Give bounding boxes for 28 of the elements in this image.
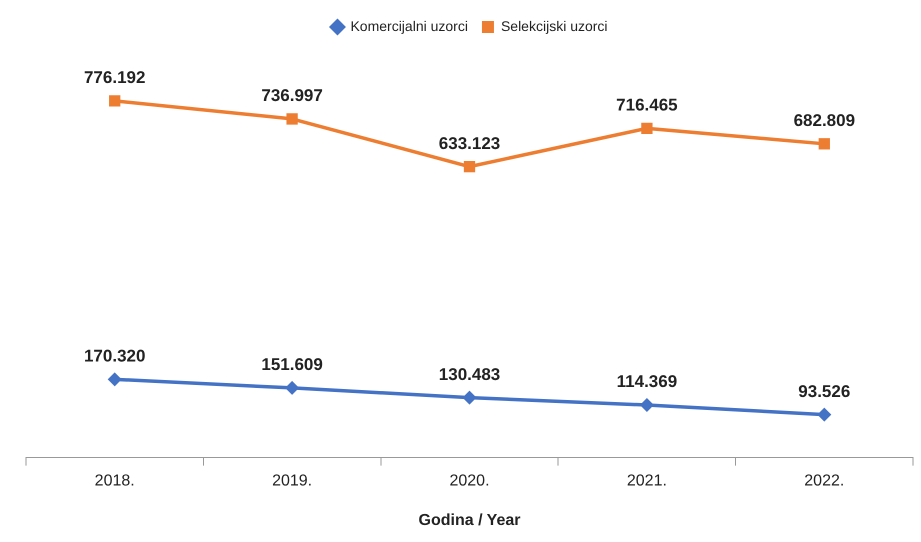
data-label: 170.320 (84, 346, 146, 366)
data-label: 682.809 (794, 111, 856, 130)
point (108, 372, 122, 386)
x-tick-label: 2019. (272, 472, 312, 490)
point (285, 380, 300, 395)
data-label: 776.192 (84, 68, 146, 88)
data-label: 130.483 (438, 364, 500, 384)
point (462, 390, 476, 405)
x-axis-title: Godina / Year (418, 512, 520, 529)
data-label: 736.997 (261, 86, 323, 106)
point (818, 138, 830, 150)
point (286, 113, 298, 125)
data-label: 151.609 (261, 355, 323, 374)
data-label: 716.465 (616, 96, 678, 115)
point (464, 160, 476, 172)
x-tick-label: 2018. (94, 472, 135, 490)
point (641, 122, 653, 134)
point (817, 408, 832, 422)
x-tick-label: 2020. (449, 472, 490, 490)
point (640, 398, 654, 412)
data-label: 633.123 (438, 134, 500, 153)
x-tick-label: 2022. (804, 472, 844, 490)
x-tick-label: 2021. (626, 472, 667, 490)
data-label: 93.526 (798, 382, 850, 401)
legend-label: Komercijalni uzorci (350, 18, 468, 34)
data-label: 114.369 (616, 372, 678, 392)
legend-label: Selekcijski uzorci (500, 18, 608, 34)
point (109, 95, 120, 107)
